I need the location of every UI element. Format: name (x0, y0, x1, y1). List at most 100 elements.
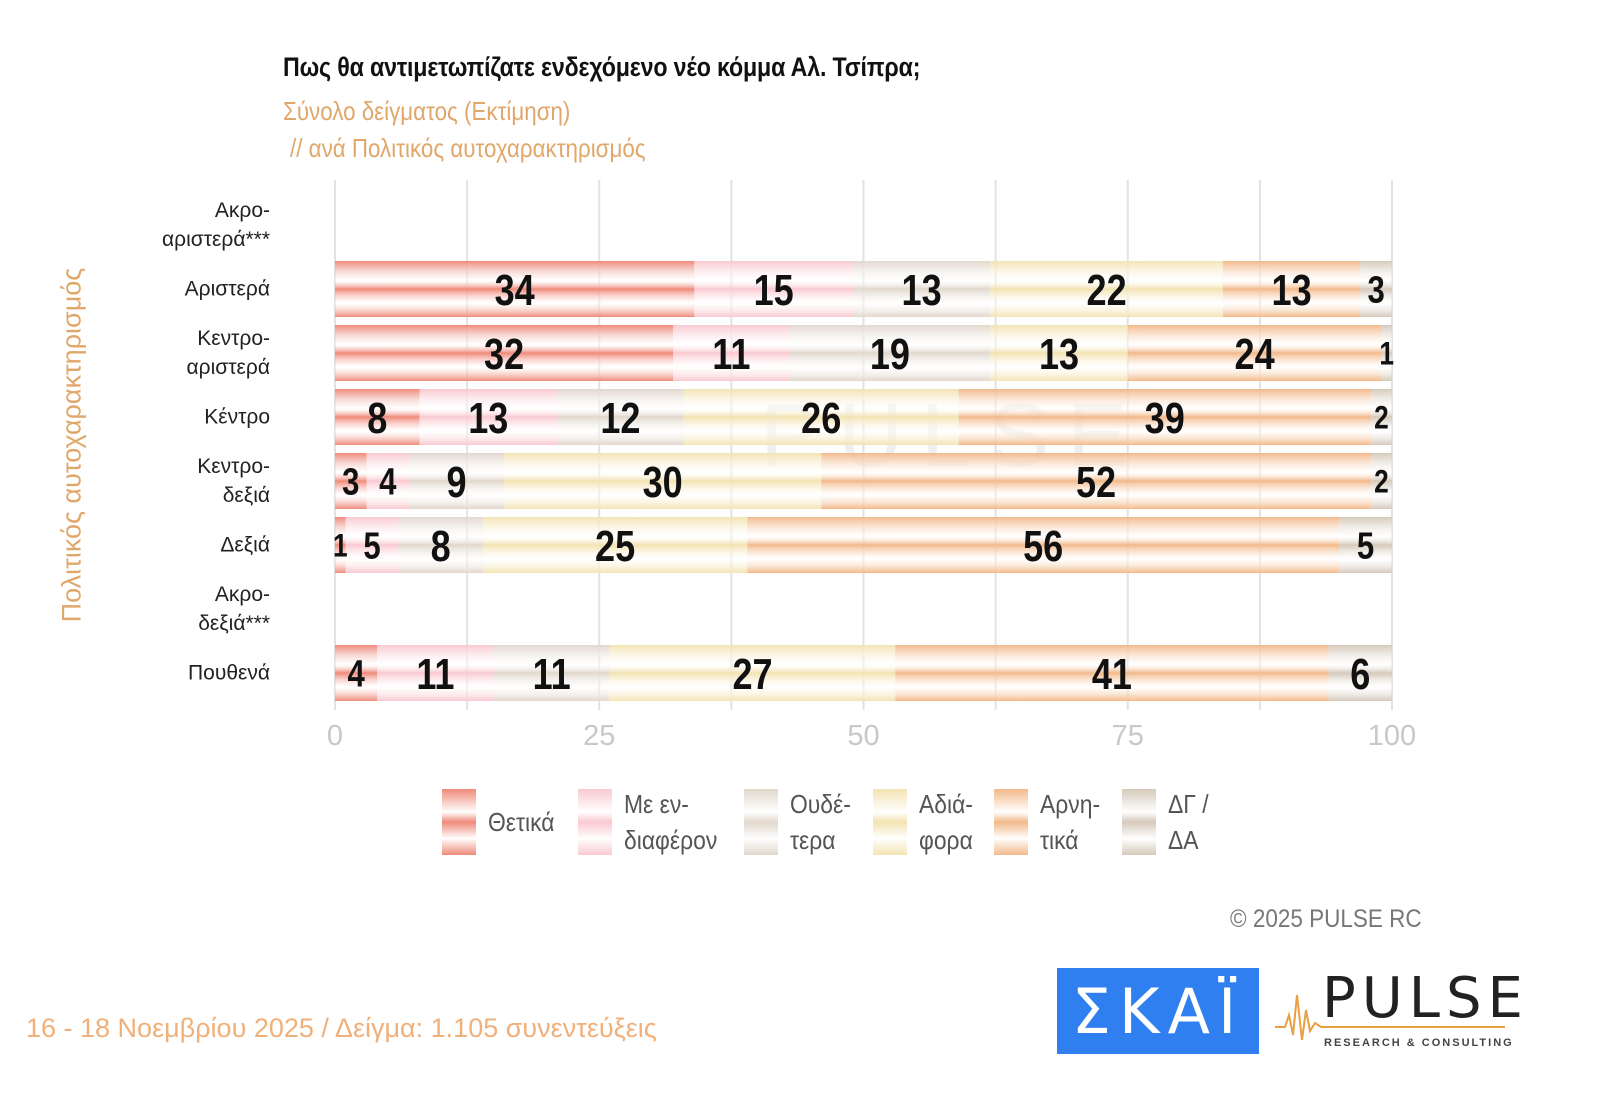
copyright: © 2025 PULSE RC (1230, 905, 1422, 933)
data-label: 13 (902, 265, 942, 314)
bar-segment (1127, 325, 1382, 381)
data-label: 1 (333, 529, 348, 564)
bar-segment (1360, 261, 1392, 317)
category-label: Ακρο-αριστερά*** (162, 199, 270, 251)
data-label: 13 (1039, 329, 1079, 378)
pulse-logo-tagline: RESEARCH & CONSULTING (1324, 1037, 1514, 1049)
bar-segment (335, 517, 346, 573)
bar-segment (990, 325, 1128, 381)
bar-segment (747, 517, 1340, 573)
legend: Θετικά Με εν- διαφέρον Ουδέ- τερα Αδιά- φορ… (442, 786, 1228, 858)
data-label: 6 (1350, 649, 1370, 698)
bar-segment (609, 645, 896, 701)
legend-label: Αδιά- φορα (918, 789, 973, 855)
data-label: 34 (495, 265, 536, 314)
category-label: Κεντρο-δεξιά (197, 455, 270, 507)
legend-label: ΔΓ / ΔΑ (1168, 789, 1209, 855)
data-label: 3 (342, 462, 359, 504)
x-tick-label: 50 (847, 720, 879, 752)
pulse-logo-text: PULSE (1322, 966, 1529, 1031)
data-label: 41 (1092, 649, 1132, 698)
x-tick-label: 100 (1368, 720, 1416, 752)
data-label: 56 (1023, 521, 1063, 570)
bar-segment (335, 645, 378, 701)
data-label: 2 (1374, 465, 1389, 500)
bar-segment (482, 517, 748, 573)
data-label: 27 (732, 649, 772, 698)
legend-item: Αρνη- τικά (994, 786, 1108, 858)
data-label: 19 (870, 329, 910, 378)
legend-swatch (994, 789, 1029, 855)
chart-title: Πως θα αντιμετωπίζατε ενδεχόμενο νέο κόμ… (283, 52, 921, 82)
legend-swatch (442, 789, 476, 855)
bar-segment (694, 261, 853, 317)
bars (335, 261, 1392, 701)
data-label: 4 (347, 654, 365, 696)
bar-segment (1370, 453, 1392, 509)
data-label: 24 (1235, 329, 1276, 378)
bar-segment (556, 389, 684, 445)
bar-segment (366, 453, 409, 509)
legend-label: Αρνη- τικά (1040, 789, 1101, 855)
bar-segment (493, 645, 610, 701)
legend-swatch (1122, 789, 1157, 855)
bar-segment (683, 389, 959, 445)
data-label: 11 (533, 649, 571, 698)
bar-segment (821, 453, 1371, 509)
bar-segment (345, 517, 399, 573)
bar-segment (335, 389, 420, 445)
category-label: Κεντρο-αριστερά (186, 327, 270, 379)
data-label: 2 (1374, 401, 1389, 436)
skai-logo-text: ΣΚΑΪ (1071, 974, 1245, 1048)
category-label: Κέντρο (204, 405, 270, 429)
data-label: 26 (801, 393, 841, 442)
pulse-heartbeat-icon (1275, 994, 1505, 1041)
chart-subtitle: Σύνολο δείγματος (Εκτίμηση) (283, 96, 571, 126)
x-axis-ticks: 0 25 50 75 100 (327, 720, 1416, 752)
bar-segment (789, 325, 991, 381)
bar-segment (1328, 645, 1392, 701)
data-label: 11 (712, 329, 750, 378)
data-label: 8 (367, 393, 387, 442)
data-label: 52 (1076, 457, 1116, 506)
bar-segment (504, 453, 822, 509)
bar-segment (1370, 389, 1392, 445)
bar-segment (377, 645, 494, 701)
data-label: 11 (416, 649, 454, 698)
x-tick-label: 0 (327, 720, 343, 752)
legend-item: Αδιά- φορα (872, 786, 980, 858)
data-label: 8 (431, 521, 451, 570)
legend-item: Ουδέ- τερα (743, 786, 859, 858)
skai-logo: ΣΚΑΪ (1057, 968, 1259, 1054)
category-label: Ακρο-δεξιά*** (198, 583, 270, 635)
legend-swatch (872, 789, 907, 855)
data-label: 13 (1272, 265, 1312, 314)
bar-segment (335, 261, 695, 317)
bar-segment (895, 645, 1329, 701)
bar-segment (1381, 325, 1392, 381)
legend-item: ΔΓ / ΔΑ (1122, 786, 1214, 858)
data-label: 32 (484, 329, 524, 378)
data-label: 5 (1357, 526, 1374, 568)
legend-label: Ουδέ- τερα (789, 789, 851, 855)
bar-segment (673, 325, 790, 381)
data-label: 13 (468, 393, 508, 442)
segment-labels: 34 15 13 22 13 332 11 19 13 24 18 13 12 26 39 23 4 9 30 52 2… (333, 265, 1394, 698)
chart-subtitle-breakdown: // ανά Πολιτικός αυτοχαρακτηρισμός (290, 133, 646, 163)
data-label: 25 (595, 521, 635, 570)
data-label: 9 (447, 457, 467, 506)
legend-item: Θετικά (442, 786, 564, 858)
bar-segment (335, 325, 674, 381)
category-label: Αριστερά (184, 277, 270, 301)
bar-segment (852, 261, 991, 317)
data-label: 4 (379, 462, 397, 504)
legend-label: Θετικά (488, 807, 555, 837)
bar-segment (335, 453, 367, 509)
legend-label: Με εν- διαφέρον (623, 789, 717, 855)
data-label: 12 (600, 393, 640, 442)
fieldwork-info: 16 - 18 Νοεμβρίου 2025 / Δείγμα: 1.105 σ… (26, 1013, 657, 1043)
legend-swatch (577, 789, 612, 855)
data-label: 3 (1367, 270, 1384, 312)
bar-segment (990, 261, 1223, 317)
